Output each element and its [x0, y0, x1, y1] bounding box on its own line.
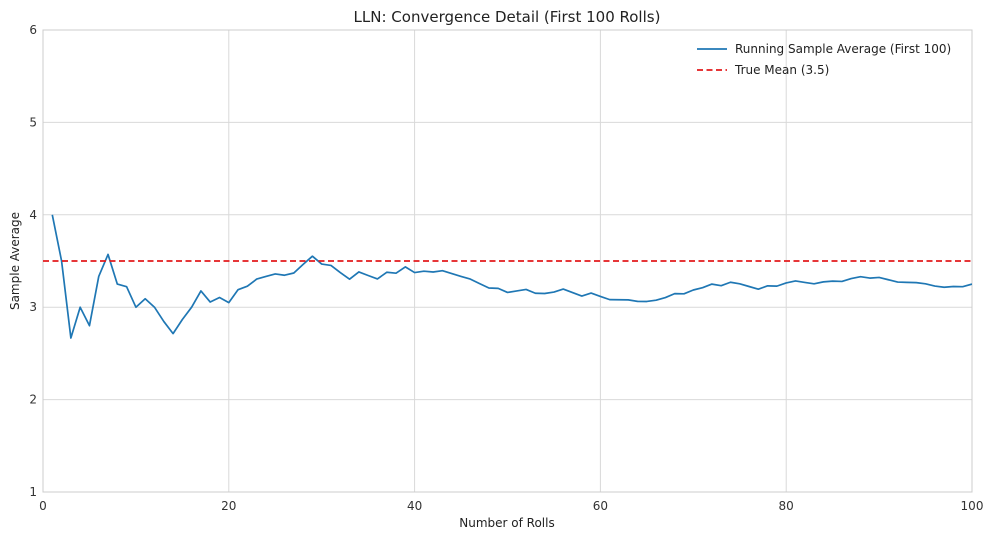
legend: Running Sample Average (First 100) True …	[697, 42, 951, 77]
x-tick-label: 80	[779, 499, 794, 513]
y-axis-label: Sample Average	[8, 212, 22, 310]
tick-labels: 0 20 40 60 80 100 1 2 3 4 5 6	[29, 23, 983, 513]
y-tick-label: 5	[29, 115, 37, 129]
y-tick-label: 3	[29, 300, 37, 314]
y-tick-label: 2	[29, 393, 37, 407]
y-tick-label: 4	[29, 208, 37, 222]
x-tick-label: 100	[961, 499, 984, 513]
legend-label-running-average: Running Sample Average (First 100)	[735, 42, 951, 56]
y-tick-label: 6	[29, 23, 37, 37]
x-tick-label: 20	[221, 499, 236, 513]
series-layer	[43, 214, 972, 339]
legend-label-true-mean: True Mean (3.5)	[734, 63, 829, 77]
series-line-running-average	[51, 214, 972, 339]
y-tick-label: 1	[29, 485, 37, 499]
x-tick-label: 60	[593, 499, 608, 513]
x-axis-label: Number of Rolls	[459, 516, 554, 530]
x-tick-label: 40	[407, 499, 422, 513]
x-tick-label: 0	[39, 499, 47, 513]
chart-title: LLN: Convergence Detail (First 100 Rolls…	[354, 8, 661, 26]
